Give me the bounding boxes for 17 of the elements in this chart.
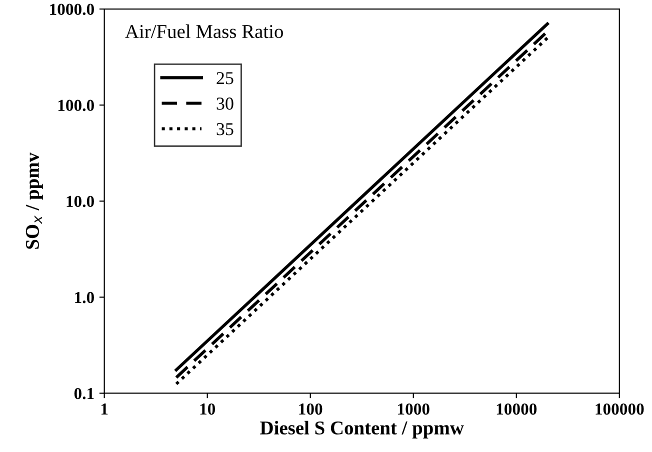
y-tick-label: 1000.0: [50, 4, 94, 16]
y-tick-label: 100.0: [58, 100, 94, 112]
y-axis-title: SO$_{x}$ / ppmv: [26, 152, 43, 249]
x-tick-label: 100000: [596, 403, 644, 415]
x-tick-label: 1000: [398, 403, 430, 415]
y-tick-label: 10.0: [66, 196, 94, 208]
y-tick-label: 1.0: [75, 292, 94, 304]
y-tick-label: 0.1: [74, 388, 94, 400]
legend-label: 25: [216, 72, 234, 84]
legend-title: Air/Fuel Mass Ratio: [125, 24, 283, 38]
x-tick-label: 10: [200, 403, 216, 415]
legend-label: 35: [216, 123, 234, 136]
x-tick-label: 100: [299, 403, 322, 415]
legend-label: 30: [216, 98, 234, 110]
x-tick-label: 10000: [496, 403, 537, 415]
x-axis-title: Diesel S Content / ppmw: [260, 420, 464, 438]
x-tick-label: 1: [101, 404, 108, 415]
